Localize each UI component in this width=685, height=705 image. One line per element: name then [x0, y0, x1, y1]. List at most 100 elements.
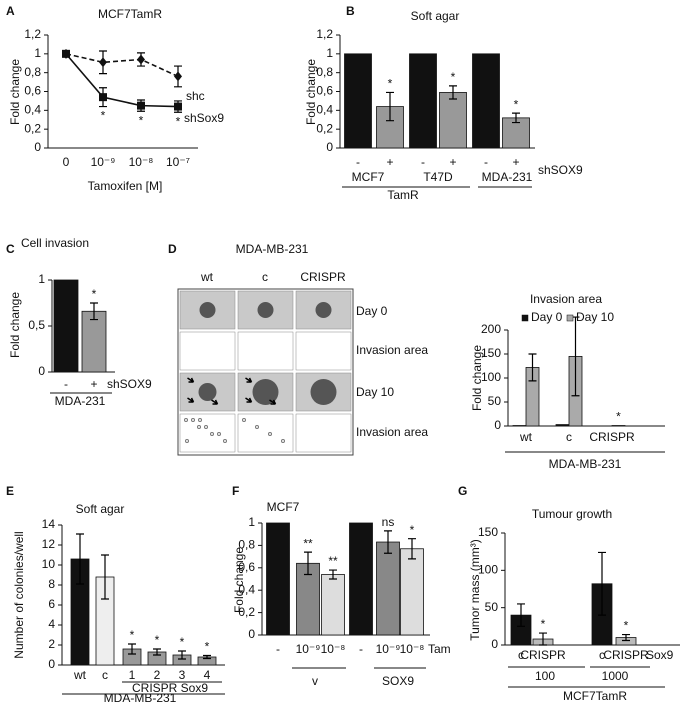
significance: * — [624, 619, 629, 633]
significance: ns — [382, 515, 395, 529]
arrow — [245, 397, 253, 403]
spheroid — [199, 302, 216, 318]
x-tick-label: c — [566, 430, 572, 444]
micrograph — [179, 331, 236, 371]
y-tick-label: 100 — [478, 563, 498, 577]
y-tick-label: 4 — [48, 617, 55, 631]
y-tick-label: 1,2 — [316, 27, 333, 41]
row-label: Invasion area — [356, 425, 428, 439]
y-tick-label: 0,4 — [316, 103, 333, 117]
y-tick-label: 0,8 — [238, 538, 255, 552]
group-label: T47D — [423, 170, 453, 184]
y-tick-label: 0,8 — [24, 65, 41, 79]
bar — [409, 53, 437, 149]
error-bar — [153, 648, 161, 656]
series-label: shSox9 — [184, 111, 224, 125]
y-tick-label: 1 — [248, 515, 255, 529]
significance: * — [92, 287, 97, 301]
marker — [137, 101, 145, 110]
group-label: 1000 — [602, 669, 629, 683]
spheroid — [257, 302, 274, 318]
arrow — [187, 397, 195, 403]
micrograph — [237, 413, 294, 453]
arrow — [211, 399, 219, 405]
y-tick-label: 1 — [38, 272, 45, 286]
cell-dot — [198, 418, 202, 422]
group-label: MCF7TamR — [563, 689, 627, 703]
error-bar — [101, 554, 109, 600]
y-tick-label: 0,6 — [24, 84, 41, 98]
x-tick-label: 10⁻⁹ — [91, 155, 116, 169]
group-label: v — [312, 674, 318, 688]
x-tick-label: 3 — [179, 668, 186, 682]
significance: * — [155, 633, 160, 647]
x-tick-label: 0 — [63, 155, 70, 169]
row-label: Invasion area — [356, 343, 428, 357]
image-frame — [177, 288, 354, 456]
error-bar — [622, 633, 630, 642]
y-axis-label: Fold change — [304, 59, 318, 125]
x-tick-label: 10⁻⁹ — [296, 642, 321, 656]
chart-title: Tumour growth — [532, 507, 612, 521]
y-tick-label: 2 — [48, 637, 55, 651]
series-line — [65, 53, 179, 78]
bar — [349, 522, 373, 636]
significance: * — [176, 114, 181, 128]
spheroid — [310, 379, 337, 405]
chart-title: Invasion area — [530, 292, 602, 306]
error-bar — [408, 538, 416, 560]
group-label: MDA-231 — [55, 394, 106, 408]
y-axis-label: Number of colonies/well — [12, 531, 26, 658]
x-tick-label: 10⁻⁸ — [321, 642, 346, 656]
x-tick-label: c — [102, 668, 108, 682]
marker — [174, 102, 182, 111]
x-tick-label: c — [599, 648, 605, 662]
bar — [266, 522, 290, 636]
x-axis-label: Tamoxifen [M] — [88, 179, 163, 193]
x-tick-label: - — [421, 155, 425, 169]
panel-letter: A — [6, 4, 15, 18]
significance: * — [541, 617, 546, 631]
row-label: Day 10 — [356, 385, 394, 399]
error-bar — [449, 85, 457, 100]
error-bar — [528, 353, 537, 382]
cell-dot — [268, 432, 272, 436]
spheroid — [198, 383, 217, 401]
y-tick-label: 150 — [481, 346, 501, 360]
bar — [81, 310, 107, 373]
chart-title: MCF7TamR — [98, 7, 162, 21]
error-bar — [517, 603, 525, 627]
micrograph — [237, 331, 294, 371]
x-tick-label: c — [518, 648, 524, 662]
group-label: SOX9 — [382, 674, 414, 688]
bar — [53, 279, 79, 373]
column-label: wt — [200, 270, 214, 284]
panel-letter: B — [346, 4, 355, 18]
panel-letter: E — [6, 484, 14, 498]
panel-letter: F — [232, 484, 239, 498]
cell-dot — [185, 439, 189, 443]
cell-dot — [217, 432, 221, 436]
significance: * — [205, 640, 210, 654]
row-label: Day 0 — [356, 304, 388, 318]
bar — [439, 92, 467, 149]
x-tick-label: wt — [519, 430, 533, 444]
y-tick-label: 0 — [34, 140, 41, 154]
panel-letter: D — [168, 242, 177, 256]
y-tick-label: 150 — [478, 525, 498, 539]
significance: * — [139, 113, 144, 127]
x-tick-label: 10⁻⁷ — [166, 155, 190, 169]
error-bar — [329, 569, 337, 580]
x-tick-label: 10⁻⁸ — [400, 642, 425, 656]
y-tick-label: 1,2 — [24, 27, 41, 41]
y-tick-label: 0,5 — [28, 318, 45, 332]
y-tick-label: 0,4 — [24, 103, 41, 117]
chart-title: Cell invasion — [21, 236, 89, 250]
arrow — [245, 377, 253, 383]
x-tick-label: 2 — [154, 668, 161, 682]
treatment-label: Sox9 — [646, 648, 674, 662]
x-tick-label: CRISPR — [603, 648, 649, 662]
x-tick-label: + — [386, 155, 393, 169]
x-tick-label: - — [276, 642, 280, 656]
